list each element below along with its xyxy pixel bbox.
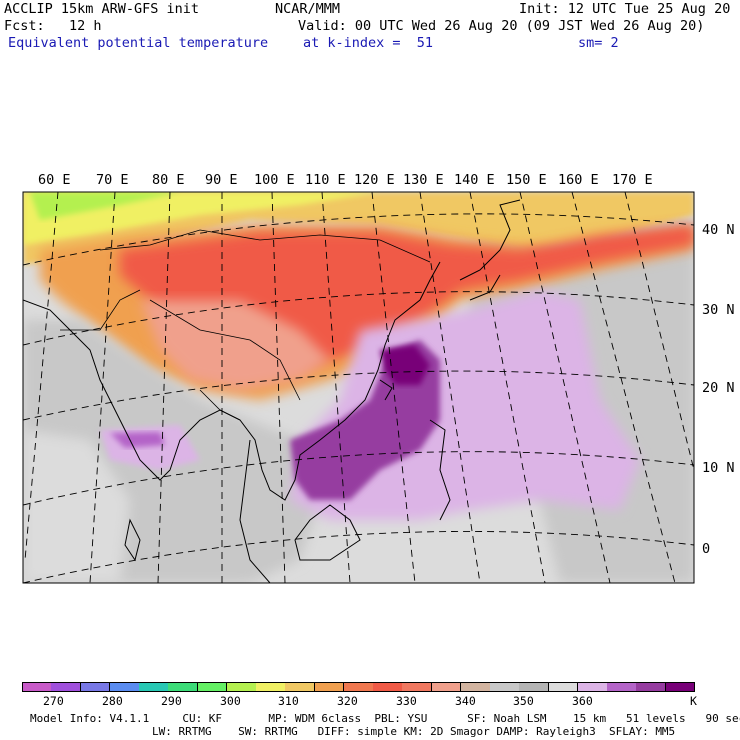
- institution-label: NCAR/MMM: [275, 1, 341, 17]
- colorbar-tick: 340: [455, 694, 476, 708]
- colorbar-cell: [51, 682, 81, 692]
- northern-green-band: [30, 192, 180, 220]
- colorbar-unit: K: [690, 694, 697, 708]
- coastlines: [23, 199, 521, 583]
- colorbar-cell: [665, 682, 696, 692]
- lat-label: 40 N: [702, 222, 735, 238]
- colorbar-cell: [577, 682, 608, 692]
- colorbar-cell: [168, 682, 199, 692]
- lon-label: 110 E: [305, 172, 346, 188]
- colorbar-cell: [314, 682, 345, 692]
- physics-info: LW: RRTMG SW: RRTMG DIFF: simple KM: 2D …: [152, 725, 676, 738]
- colorbar-tick: 350: [513, 694, 534, 708]
- colorbar-tick: 330: [396, 694, 417, 708]
- arabian-sea-field: [23, 430, 130, 583]
- lon-label: 140 E: [454, 172, 495, 188]
- colorbar-cell: [197, 682, 228, 692]
- colorbar-tick: 300: [220, 694, 241, 708]
- colorbar-tick: 280: [102, 694, 123, 708]
- colorbar-cell: [402, 682, 433, 692]
- colorbar-cell: [490, 682, 520, 692]
- country-borders: [60, 229, 431, 421]
- bay-of-bengal-core: [110, 432, 165, 448]
- colorbar-tick: 360: [572, 694, 593, 708]
- colorbar-tick: 320: [337, 694, 358, 708]
- colorbar-cell: [548, 682, 579, 692]
- lon-label: 130 E: [403, 172, 444, 188]
- model-info: Model Info: V4.1.1 CU: KF MP: WDM 6class…: [30, 712, 740, 725]
- colorbar-tick: 310: [278, 694, 299, 708]
- lon-label: 100 E: [254, 172, 295, 188]
- colorbar-cell: [22, 682, 52, 692]
- colorbar-cell: [80, 682, 111, 692]
- colorbar-tick: 270: [43, 694, 64, 708]
- k-index-label: at k-index = 51: [303, 35, 434, 51]
- forecast-hour: Fcst: 12 h: [4, 18, 102, 34]
- lon-label: 80 E: [152, 172, 185, 188]
- colorbar-cell: [636, 682, 667, 692]
- colorbar-cell: [285, 682, 316, 692]
- model-title: ACCLIP 15km ARW-GFS init: [4, 1, 200, 17]
- lon-label: 170 E: [612, 172, 653, 188]
- lon-label: 150 E: [506, 172, 547, 188]
- smoothing-label: sm= 2: [578, 35, 619, 51]
- colorbar-cell: [460, 682, 491, 692]
- colorbar-tick: 290: [161, 694, 182, 708]
- colorbar-cell: [139, 682, 169, 692]
- lon-label: 70 E: [96, 172, 129, 188]
- lat-label: 20 N: [702, 380, 735, 396]
- lon-label: 160 E: [558, 172, 599, 188]
- colorbar-cell: [343, 682, 374, 692]
- lon-label: 120 E: [354, 172, 395, 188]
- colorbar-cell: [519, 682, 550, 692]
- init-time: Init: 12 UTC Tue 25 Aug 20: [519, 1, 731, 17]
- colorbar-cell: [226, 682, 257, 692]
- field-name: Equivalent potential temperature: [8, 35, 269, 51]
- colorbar-cell: [256, 682, 286, 692]
- colorbar-cell: [607, 682, 637, 692]
- colorbar-cell: [431, 682, 462, 692]
- lon-label: 90 E: [205, 172, 238, 188]
- colorbar-cell: [109, 682, 140, 692]
- graticule: [23, 192, 694, 583]
- lat-label: 10 N: [702, 460, 735, 476]
- lat-label: 30 N: [702, 302, 735, 318]
- map-frame: [22, 191, 695, 584]
- lat-label: 0: [702, 541, 711, 557]
- lon-label: 60 E: [38, 172, 71, 188]
- colorbar-cell: [373, 682, 403, 692]
- valid-time: Valid: 00 UTC Wed 26 Aug 20 (09 JST Wed …: [298, 18, 705, 34]
